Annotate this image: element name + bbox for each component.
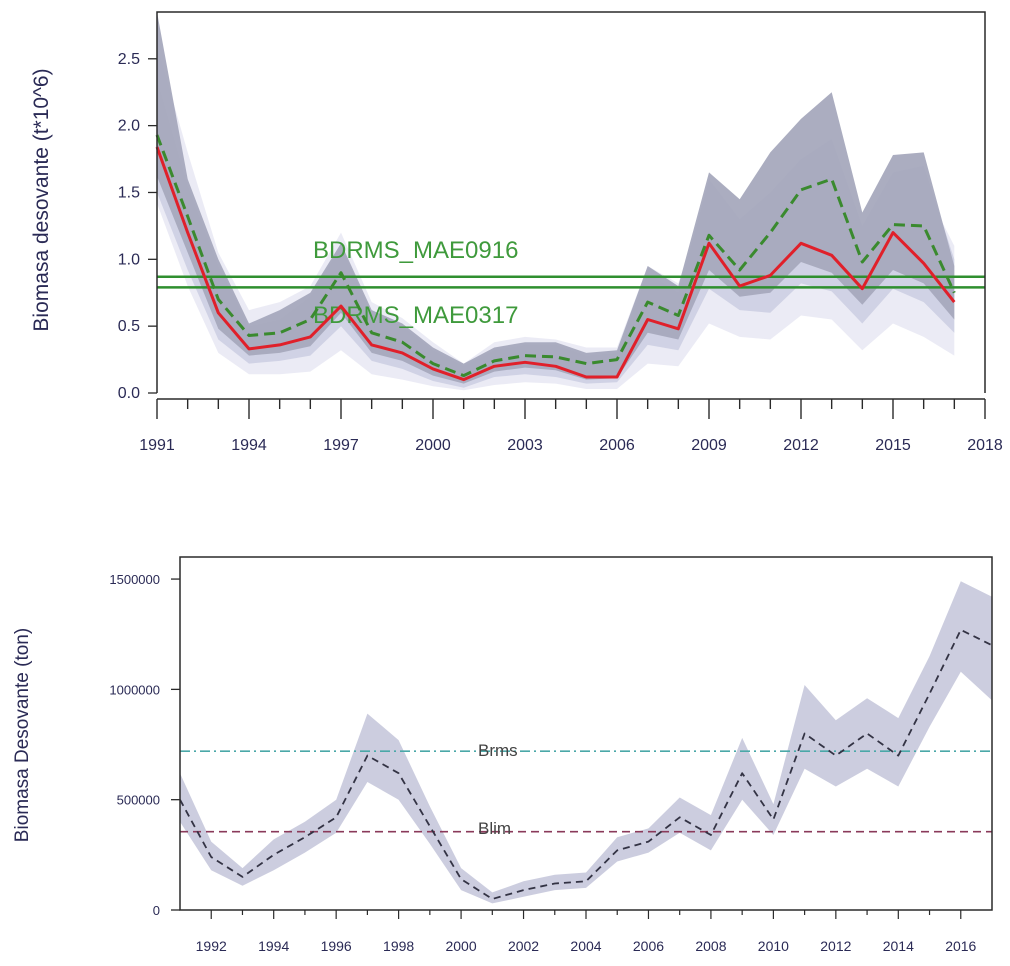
x-tick-label: 2003 (507, 437, 543, 454)
y-axis-label: Biomasa Desovante (ton) (12, 628, 33, 842)
x-tick-label: 2010 (758, 938, 789, 954)
confidence-band-1 (180, 581, 992, 904)
top-chart-panel: BDRMS_MAE0916 BDRMS_MAE0317 1991 1994 1997 2… (30, 11, 1003, 454)
x-tick-label: 2000 (445, 938, 476, 954)
x-tick-label: 2002 (508, 938, 539, 954)
reference-label-bdrms_mae0916: BDRMS_MAE0916 (313, 237, 518, 264)
y-tick-label: 2.5 (118, 51, 140, 68)
x-tick-label: 1991 (139, 437, 175, 454)
x-tick-label: 1994 (258, 938, 289, 954)
bottom-chart-panel: Brms Blim 1992 1994 1996 1998 2000 2002 2004 200… (12, 556, 993, 954)
y-tick-label: 2.0 (118, 118, 140, 135)
y-tick-label: 0.5 (118, 318, 140, 335)
x-tick-label: 1997 (323, 437, 359, 454)
x-tick-label: 1996 (321, 938, 352, 954)
x-tick-label: 2018 (967, 437, 1003, 454)
x-tick-label: 1998 (383, 938, 414, 954)
x-tick-label: 2012 (820, 938, 851, 954)
x-tick-label: 2006 (633, 938, 664, 954)
x-tick-label: 2006 (599, 437, 635, 454)
x-tick-label: 1994 (231, 437, 267, 454)
y-tick-label: 1000000 (109, 682, 160, 697)
y-tick-label: 1.0 (118, 251, 140, 268)
reference-label-brms: Brms (478, 741, 518, 760)
y-tick-label: 1500000 (109, 572, 160, 587)
x-tick-label: 2014 (883, 938, 914, 954)
reference-label-bdrms_mae0317: BDRMS_MAE0317 (313, 302, 518, 329)
x-tick-label: 2012 (783, 437, 819, 454)
x-tick-label: 2004 (570, 938, 601, 954)
y-tick-label: 0.0 (118, 385, 140, 402)
y-tick-label: 0 (153, 903, 160, 918)
x-tick-label: 2016 (945, 938, 976, 954)
x-tick-label: 2000 (415, 437, 451, 454)
x-tick-label: 2008 (695, 938, 726, 954)
x-tick-label: 1992 (196, 938, 227, 954)
reference-label-blim: Blim (478, 819, 511, 838)
confidence-band-3 (157, 12, 955, 384)
x-tick-label: 2009 (691, 437, 727, 454)
x-tick-label: 2015 (875, 437, 911, 454)
y-tick-label: 500000 (117, 793, 160, 808)
y-axis-label: Biomasa desovante (t*10^6) (30, 68, 53, 331)
y-tick-label: 1.5 (118, 184, 140, 201)
plot-frame (156, 11, 986, 393)
series-line-2 (155, 134, 956, 378)
series-line-1 (155, 146, 956, 382)
